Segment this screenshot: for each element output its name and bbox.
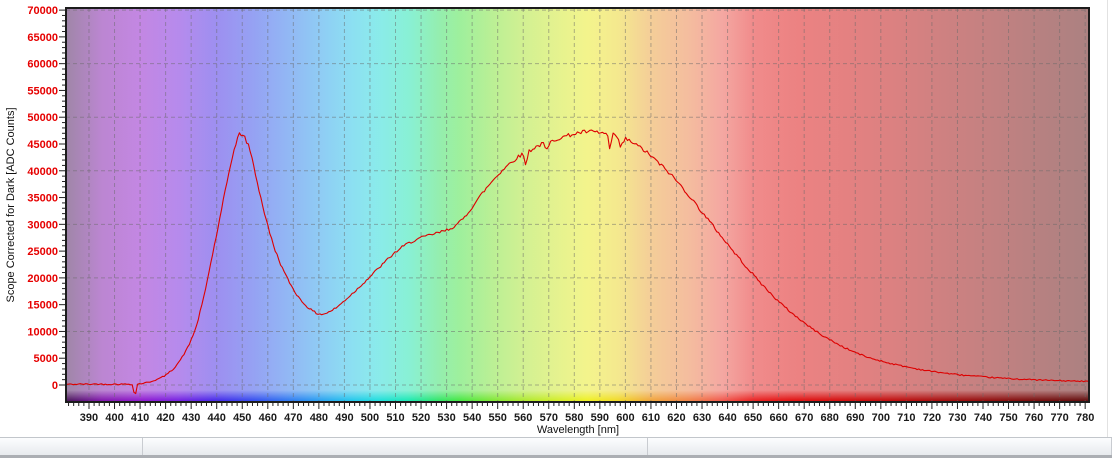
gridlines [66,8,1089,402]
y-tick-label: 5000 [34,353,58,365]
x-tick-label: 550 [488,412,506,424]
x-tick-label: 480 [310,412,328,424]
spectrum-chart: 390 400 410 420 430 440 450 460 470 480 490 500 510 5… [5,5,1095,436]
y-tick-label: 45000 [27,139,58,151]
y-tick-label: 20000 [27,273,58,285]
x-tick-label: 510 [386,412,404,424]
y-tick-label: 50000 [27,112,58,124]
y-tick-label: 60000 [27,59,58,71]
x-axis-title: Wavelength [nm] [537,424,619,436]
status-bar [0,437,1112,456]
x-tick-label: 630 [693,412,711,424]
x-tick-label: 520 [412,412,430,424]
x-tick-labels: 390 400 410 420 430 440 450 460 470 480 490 500 510 5… [80,412,1095,424]
y-tick-label: 40000 [27,166,58,178]
x-tick-label: 760 [1025,412,1043,424]
x-tick-label: 610 [642,412,660,424]
status-bar-segment [143,438,648,456]
x-tick-label: 450 [233,412,251,424]
x-tick-label: 720 [923,412,941,424]
plot-area[interactable] [66,8,1089,402]
x-tick-label: 590 [591,412,609,424]
x-tick-label: 680 [821,412,839,424]
x-tick-label: 660 [769,412,787,424]
x-tick-label: 670 [795,412,813,424]
status-bar-bottom-strip [0,455,1112,458]
spectrum-background [66,8,1089,402]
x-tick-label: 530 [437,412,455,424]
y-tick-labels: 0 5000 10000 15000 20000 25000 30000 35000 40000… [27,5,58,392]
y-tick-label: 55000 [27,85,58,97]
x-tick-label: 700 [872,412,890,424]
x-tick-label: 540 [463,412,481,424]
x-tick-label: 640 [718,412,736,424]
x-tick-label: 570 [540,412,558,424]
axis-ticks [59,9,1086,409]
x-tick-label: 600 [616,412,634,424]
y-tick-label: 0 [52,380,58,392]
x-tick-label: 740 [974,412,992,424]
x-tick-label: 710 [897,412,915,424]
x-tick-label: 490 [335,412,353,424]
x-tick-label: 730 [948,412,966,424]
y-tick-label: 10000 [27,326,58,338]
x-tick-label: 440 [208,412,226,424]
x-tick-label: 780 [1076,412,1094,424]
x-tick-label: 400 [105,412,123,424]
spectrum-trace [66,129,1089,395]
y-axis-title: Scope Corrected for Dark [ADC Counts] [5,107,17,302]
x-tick-label: 410 [131,412,149,424]
x-tick-label: 470 [284,412,302,424]
x-tick-label: 420 [156,412,174,424]
status-bar-segment [0,438,143,456]
x-tick-label: 650 [744,412,762,424]
y-tick-label: 15000 [27,300,58,312]
x-tick-label: 390 [80,412,98,424]
y-tick-label: 65000 [27,32,58,44]
y-tick-label: 30000 [27,219,58,231]
x-tick-label: 770 [1050,412,1068,424]
x-tick-label: 620 [667,412,685,424]
x-tick-label: 500 [361,412,379,424]
y-tick-label: 35000 [27,193,58,205]
x-tick-label: 690 [846,412,864,424]
x-tick-label: 560 [514,412,532,424]
x-tick-label: 460 [259,412,277,424]
window-edge-divider [1107,0,1108,437]
x-tick-label: 750 [999,412,1017,424]
status-bar-segment [648,438,1112,456]
x-tick-label: 430 [182,412,200,424]
x-tick-label: 580 [565,412,583,424]
y-tick-label: 25000 [27,246,58,258]
y-tick-label: 70000 [27,5,58,17]
plot-frame [65,7,1090,403]
